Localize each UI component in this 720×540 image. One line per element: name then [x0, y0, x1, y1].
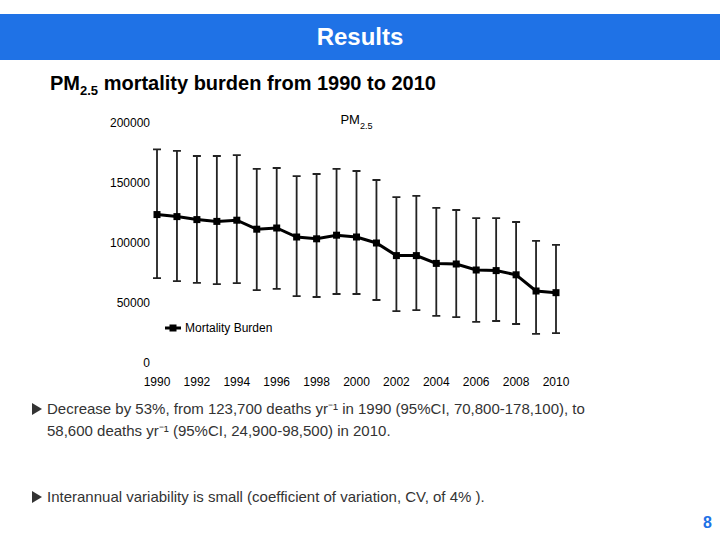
x-tick-label: 1998: [303, 375, 330, 389]
marker: [154, 211, 161, 218]
marker: [253, 226, 260, 233]
marker: [373, 240, 380, 247]
error-bar: [492, 218, 500, 321]
marker: [293, 234, 300, 241]
marker: [473, 267, 480, 274]
marker: [533, 288, 540, 295]
error-bar: [173, 151, 181, 281]
x-tick-label: 2010: [543, 375, 570, 389]
x-tick-label: 1992: [184, 375, 211, 389]
series-line: [157, 215, 556, 293]
marker: [353, 234, 360, 241]
header-title: Results: [0, 14, 720, 60]
plot-area: [153, 149, 560, 334]
error-bar: [273, 168, 281, 289]
marker: [173, 213, 180, 220]
y-tick-label: 200000: [110, 116, 150, 130]
chart: PM2.5 0 50000 100000 150000 200000 1990 1992 199…: [0, 0, 720, 400]
bullet-marker: [32, 403, 42, 415]
legend-marker: [170, 325, 177, 332]
x-tick-label: 1996: [263, 375, 290, 389]
marker: [413, 252, 420, 259]
error-bar: [153, 149, 161, 278]
marker: [553, 289, 560, 296]
marker: [333, 232, 340, 239]
error-bar: [552, 245, 560, 333]
error-bar: [333, 169, 341, 294]
chart-title: PM2.5: [340, 112, 372, 131]
x-tick-label: 2004: [423, 375, 450, 389]
x-tick-label: 2008: [503, 375, 530, 389]
marker: [453, 261, 460, 268]
error-bar: [253, 169, 261, 290]
marker: [433, 260, 440, 267]
y-tick-label: 0: [143, 356, 150, 370]
bullet-text: Interannual variability is small (coeffi…: [47, 486, 619, 508]
marker: [513, 271, 520, 278]
marker: [233, 217, 240, 224]
y-tick-label: 50000: [117, 296, 151, 310]
error-bar: [452, 210, 460, 317]
error-bar: [353, 171, 361, 294]
marker: [393, 252, 400, 259]
error-bar: [293, 176, 301, 296]
marker: [313, 235, 320, 242]
bullet-text: Decrease by 53%, from 123,700 deaths yr⁻…: [47, 398, 619, 442]
error-bar: [392, 197, 400, 311]
error-bar: [213, 156, 221, 284]
x-tick-label: 2002: [383, 375, 410, 389]
y-tick-label: 100000: [110, 236, 150, 250]
x-tick-label: 1990: [144, 375, 171, 389]
x-tick-label: 1994: [223, 375, 250, 389]
marker: [273, 225, 280, 232]
x-tick-label: 2000: [343, 375, 370, 389]
error-bar: [472, 218, 480, 322]
legend-label: Mortality Burden: [185, 321, 272, 335]
y-tick-label: 150000: [110, 176, 150, 190]
marker: [213, 218, 220, 225]
page-number: 8: [703, 514, 712, 532]
bullet-marker: [32, 491, 42, 503]
error-bar: [372, 180, 380, 300]
error-bar: [412, 196, 420, 310]
error-bar: [193, 156, 201, 283]
error-bar: [233, 155, 241, 283]
error-bar: [432, 208, 440, 316]
error-bar: [512, 222, 520, 324]
marker: [193, 216, 200, 223]
error-bar: [313, 174, 321, 297]
x-tick-label: 2006: [463, 375, 490, 389]
marker: [493, 267, 500, 274]
heading: PM2.5 mortality burden from 1990 to 2010: [50, 72, 436, 98]
